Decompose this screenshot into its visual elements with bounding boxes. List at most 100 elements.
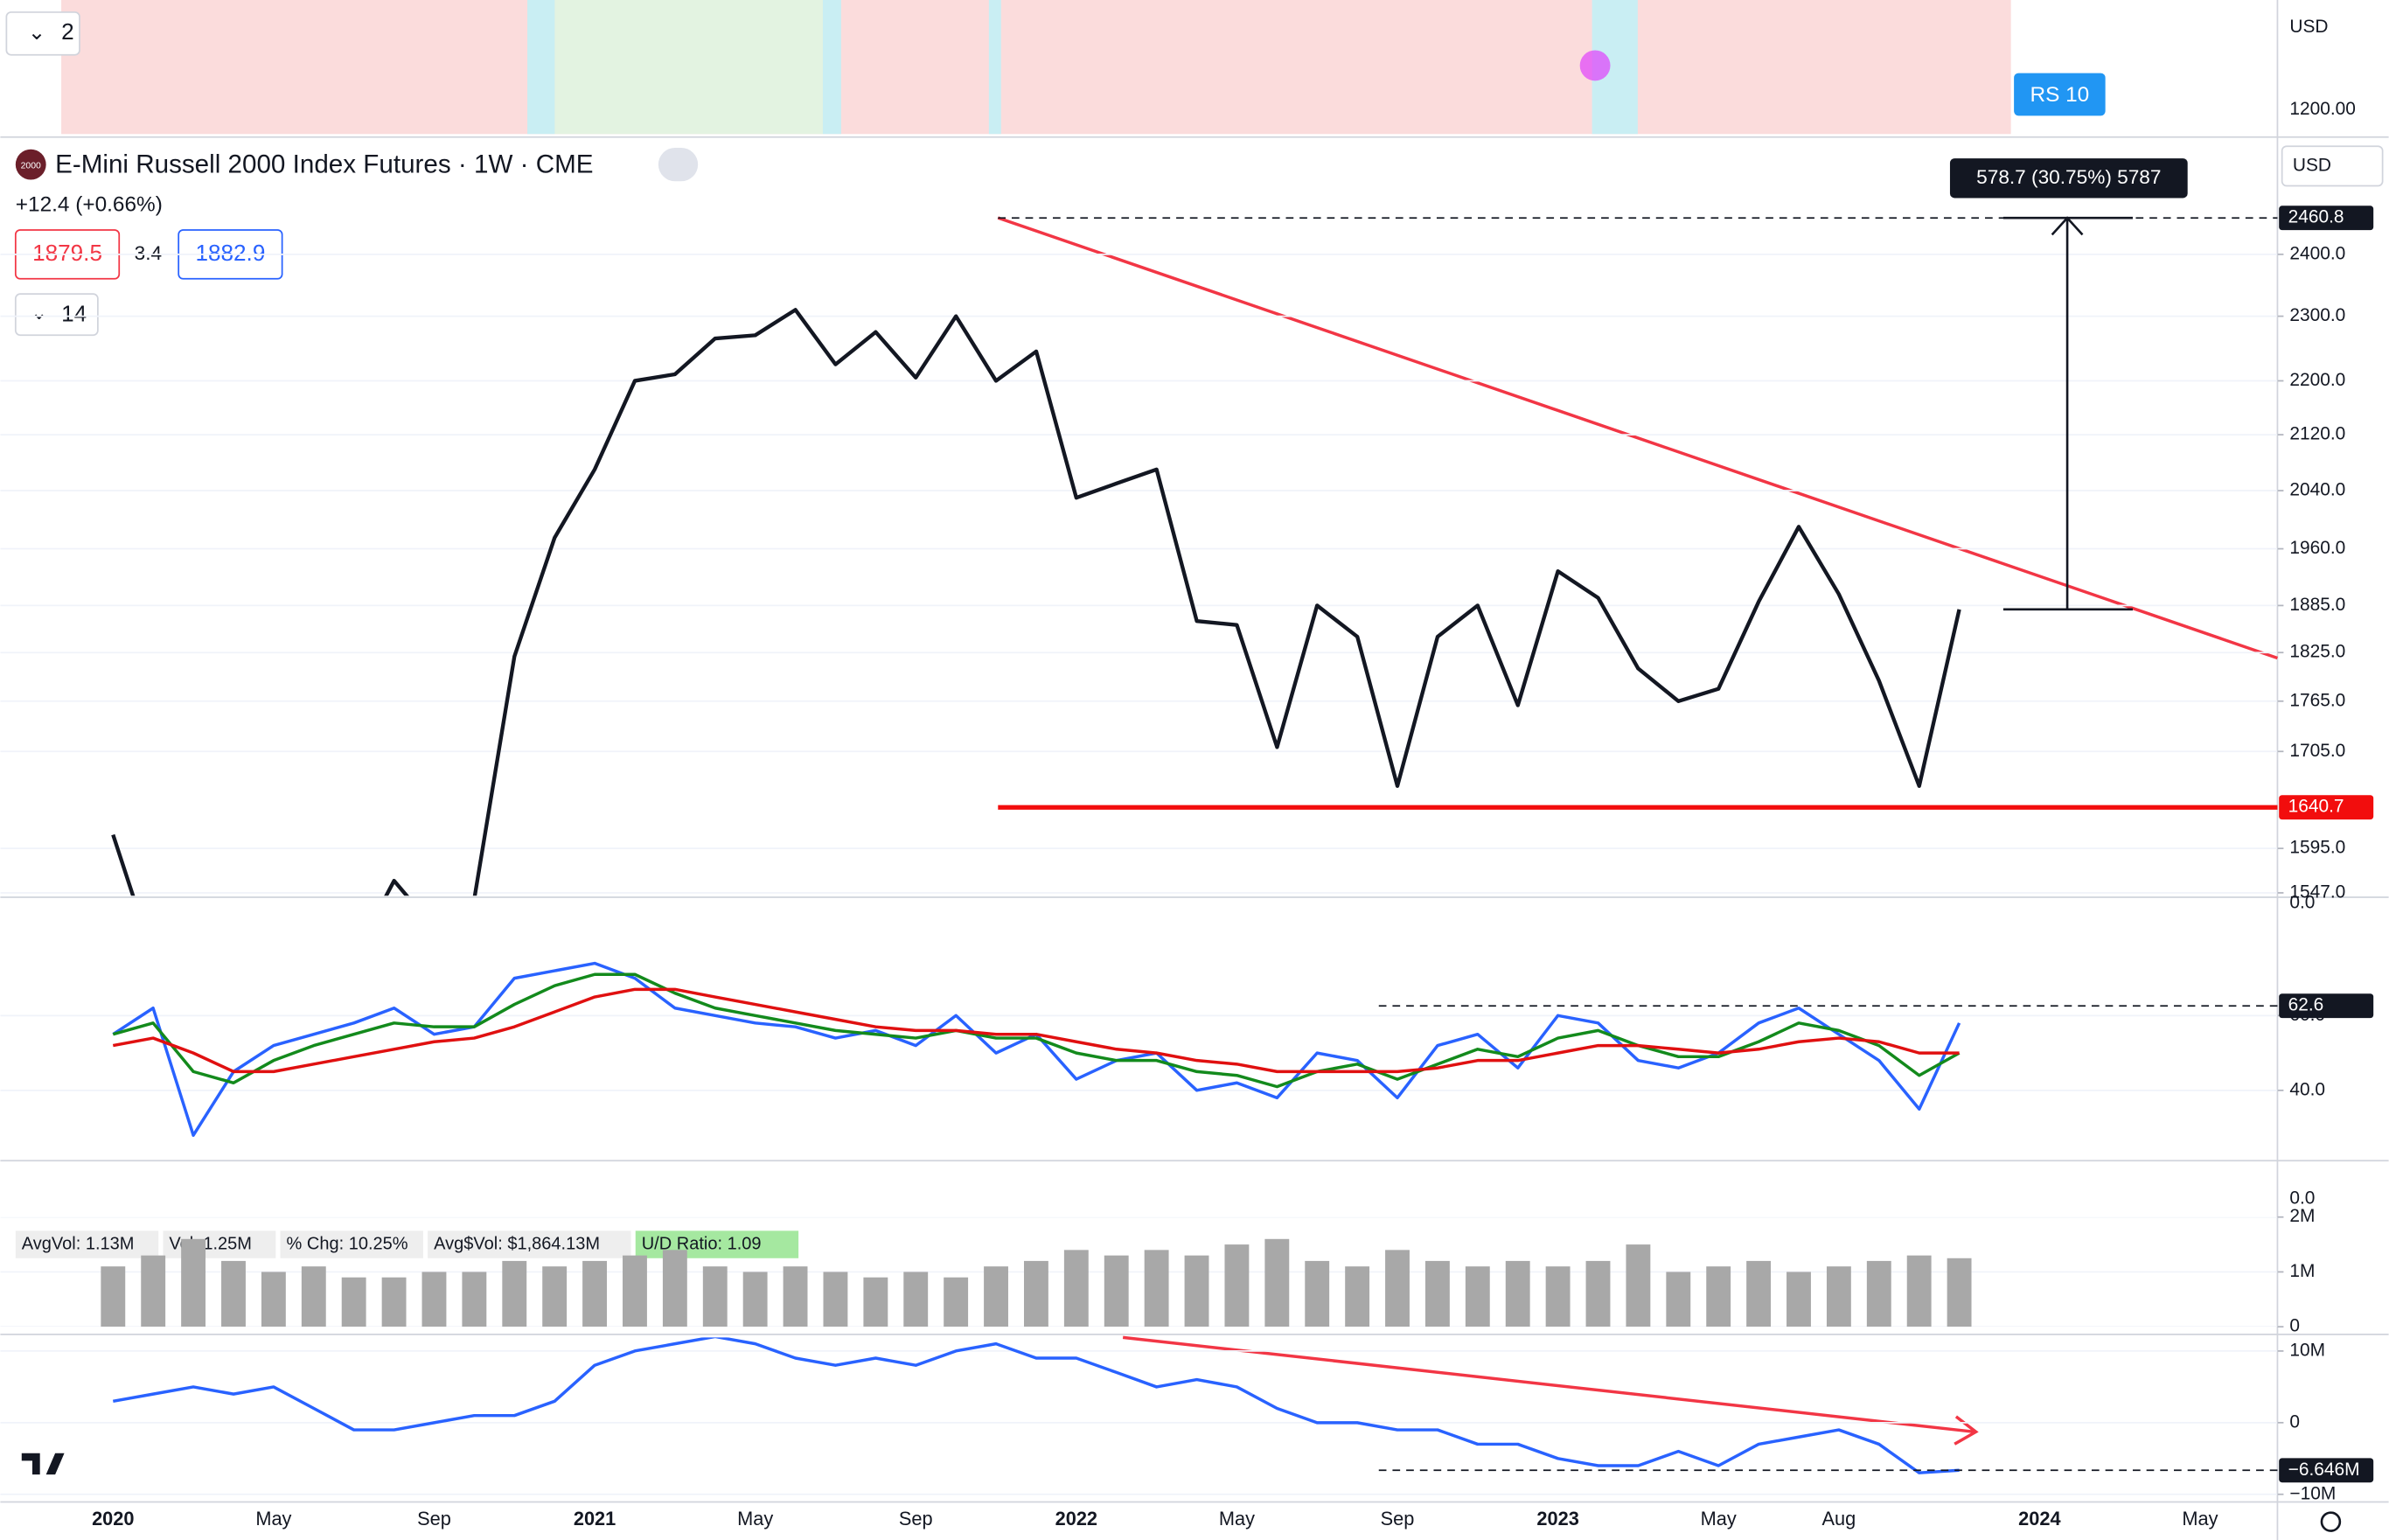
chevron: ⌄ — [31, 302, 47, 324]
volume-bar — [1585, 1260, 1611, 1327]
pane — [0, 253, 2278, 896]
volume-bar — [1424, 1260, 1450, 1327]
stat-box — [635, 1230, 799, 1258]
series-line — [112, 1337, 1960, 1474]
volume-bar — [742, 1272, 768, 1327]
volume-bar — [141, 1255, 166, 1327]
stat: % Chg: 10.25% — [287, 1234, 408, 1253]
volume-bar — [181, 1238, 206, 1327]
rs-pane-band — [61, 0, 2011, 135]
series-line — [112, 987, 1960, 1074]
stat: Avg$Vol: $1,864.13M — [434, 1234, 600, 1253]
level-label: −6.646M — [2288, 1460, 2360, 1480]
volume-bar — [1264, 1238, 1290, 1327]
rs-badge — [2014, 73, 2106, 116]
y-tick-label: 10M — [2289, 1340, 2325, 1360]
currency: USD — [2289, 17, 2328, 37]
y-tick-label: 1765.0 — [2289, 690, 2345, 710]
pane — [0, 1216, 2278, 1327]
volume-bar — [381, 1277, 407, 1327]
currency-select[interactable] — [2281, 145, 2384, 187]
y-tick-label: 1825.0 — [2289, 642, 2345, 662]
x-tick-label: Sep — [899, 1508, 933, 1530]
y-tick-label: 1595.0 — [2289, 838, 2345, 858]
volume-bar — [1024, 1260, 1048, 1327]
trendline — [1122, 1335, 1975, 1434]
volume-bar — [1826, 1266, 1851, 1327]
rs-pane-band — [527, 0, 555, 135]
y-tick-label: 0 — [2289, 1411, 2300, 1432]
volume-bar — [1465, 1266, 1490, 1327]
measure-text: 578.7 (30.75%) 5787 — [1976, 166, 2161, 188]
rs-pane-band — [554, 0, 823, 135]
stat: U/D Ratio: 1.09 — [642, 1234, 762, 1253]
pane-tick: 0.0 — [2289, 1188, 2315, 1208]
pane — [0, 961, 2278, 1137]
logo — [21, 1453, 65, 1475]
volume-bar — [623, 1255, 647, 1327]
volume-bar — [903, 1272, 929, 1327]
volume-bar — [1866, 1260, 1891, 1327]
volume-bar — [582, 1260, 607, 1327]
level-label: 1640.7 — [2288, 797, 2344, 817]
stat: AvgVol: 1.13M — [22, 1234, 135, 1253]
y-tick-label: 1M — [2289, 1261, 2315, 1281]
pane-toggle[interactable] — [5, 11, 80, 56]
y-tick-label: 2M — [2289, 1206, 2315, 1226]
volume-bar — [783, 1266, 808, 1327]
x-tick-label: 2020 — [92, 1508, 134, 1530]
stat-box — [280, 1230, 423, 1258]
pane-count: 2 — [61, 18, 74, 45]
rs-pane-band — [988, 0, 1001, 135]
volume-bar — [542, 1266, 568, 1327]
x-tick-label: May — [1701, 1508, 1737, 1530]
chevron: ⌄ — [28, 21, 45, 45]
volume-bar — [944, 1277, 969, 1327]
ask: 1882.9 — [195, 240, 265, 266]
pane-tick: 0.0 — [2289, 892, 2315, 912]
x-tick-label: May — [1219, 1508, 1255, 1530]
volume-bar — [1104, 1255, 1129, 1327]
volume-bar — [341, 1277, 366, 1327]
arrowhead — [1954, 1415, 1979, 1446]
volume-bar — [1305, 1260, 1330, 1327]
x-tick-label: Sep — [1381, 1508, 1415, 1530]
volume-bar — [1224, 1244, 1250, 1327]
volume-bar — [1184, 1255, 1209, 1327]
volume-bar — [1345, 1266, 1370, 1327]
volume-bar — [984, 1266, 1008, 1327]
level-label: 2460.8 — [2288, 207, 2344, 227]
series-line — [112, 972, 1961, 1089]
collapse-button[interactable] — [658, 147, 699, 182]
x-tick-label: 2021 — [574, 1508, 616, 1530]
x-tick-label: Aug — [1822, 1508, 1856, 1530]
x-tick-label: May — [2182, 1508, 2218, 1530]
volume-bar — [1505, 1260, 1530, 1327]
y-tick-label: 2300.0 — [2289, 305, 2345, 325]
volume-bar — [662, 1250, 687, 1327]
volume-bar — [863, 1277, 888, 1327]
y-tick-label: 2400.0 — [2289, 243, 2345, 263]
volume-bar — [1947, 1258, 1972, 1327]
bid: 1879.5 — [32, 240, 102, 266]
y-tick-label: −10M — [2289, 1483, 2336, 1503]
y-tick-label: 1960.0 — [2289, 538, 2345, 558]
settings-icon[interactable] — [2320, 1511, 2342, 1532]
y-tick-label: 2040.0 — [2289, 480, 2345, 500]
volume-bar — [421, 1272, 447, 1327]
stat-box — [15, 1230, 159, 1258]
y-tick-label: 1547.0 — [2289, 881, 2345, 902]
symbol-icon-text: 2000 — [21, 162, 41, 171]
stat-box — [428, 1230, 631, 1258]
price-change: +12.4 (+0.66%) — [16, 193, 163, 217]
indicator-toggle[interactable] — [14, 293, 99, 337]
measure-box — [1949, 158, 2188, 199]
level-badge — [2279, 206, 2374, 231]
volume-bar — [502, 1260, 527, 1327]
rs-tick: 1200.00 — [2289, 99, 2356, 119]
volume-bar — [221, 1260, 246, 1327]
y-tick-label: 1885.0 — [2289, 595, 2345, 615]
volume-bar — [702, 1266, 728, 1327]
